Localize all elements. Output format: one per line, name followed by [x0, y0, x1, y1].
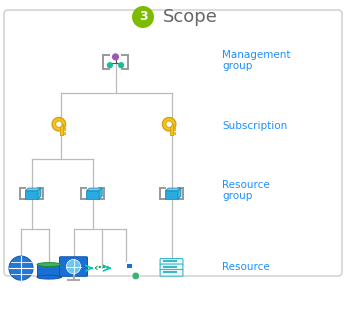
Circle shape	[132, 6, 154, 28]
Circle shape	[132, 272, 140, 280]
Circle shape	[56, 121, 62, 127]
Circle shape	[166, 121, 172, 127]
Polygon shape	[86, 191, 99, 199]
Ellipse shape	[37, 263, 61, 267]
FancyBboxPatch shape	[160, 259, 183, 265]
Bar	[126, 263, 131, 268]
Circle shape	[107, 63, 112, 68]
Polygon shape	[86, 188, 102, 191]
Text: ‹··›: ‹··›	[93, 263, 110, 273]
Polygon shape	[25, 188, 41, 191]
Circle shape	[52, 117, 65, 131]
Bar	[126, 263, 132, 268]
Circle shape	[66, 259, 80, 274]
Text: 3: 3	[139, 11, 147, 24]
Polygon shape	[38, 188, 41, 199]
Polygon shape	[178, 188, 181, 199]
Circle shape	[113, 54, 118, 60]
Ellipse shape	[37, 275, 61, 279]
Text: Resource: Resource	[222, 262, 270, 272]
Polygon shape	[165, 188, 181, 191]
Bar	[173, 132, 175, 134]
FancyBboxPatch shape	[4, 10, 342, 276]
Circle shape	[119, 63, 124, 68]
Bar	[173, 128, 175, 130]
Text: Scope: Scope	[163, 8, 218, 26]
FancyBboxPatch shape	[60, 257, 88, 276]
Bar	[37, 264, 61, 277]
Polygon shape	[99, 188, 102, 199]
Bar	[63, 128, 65, 130]
Circle shape	[9, 256, 33, 280]
Text: Subscription: Subscription	[222, 121, 287, 131]
Text: Resource
group: Resource group	[222, 180, 270, 202]
FancyBboxPatch shape	[160, 264, 183, 271]
Bar	[126, 262, 131, 268]
Circle shape	[162, 117, 176, 131]
Bar	[60, 124, 63, 135]
Bar	[63, 132, 65, 134]
Polygon shape	[25, 191, 38, 199]
Polygon shape	[165, 191, 178, 199]
FancyBboxPatch shape	[160, 269, 183, 276]
Text: Management
group: Management group	[222, 50, 291, 71]
Bar	[170, 124, 173, 135]
Bar	[126, 262, 132, 268]
